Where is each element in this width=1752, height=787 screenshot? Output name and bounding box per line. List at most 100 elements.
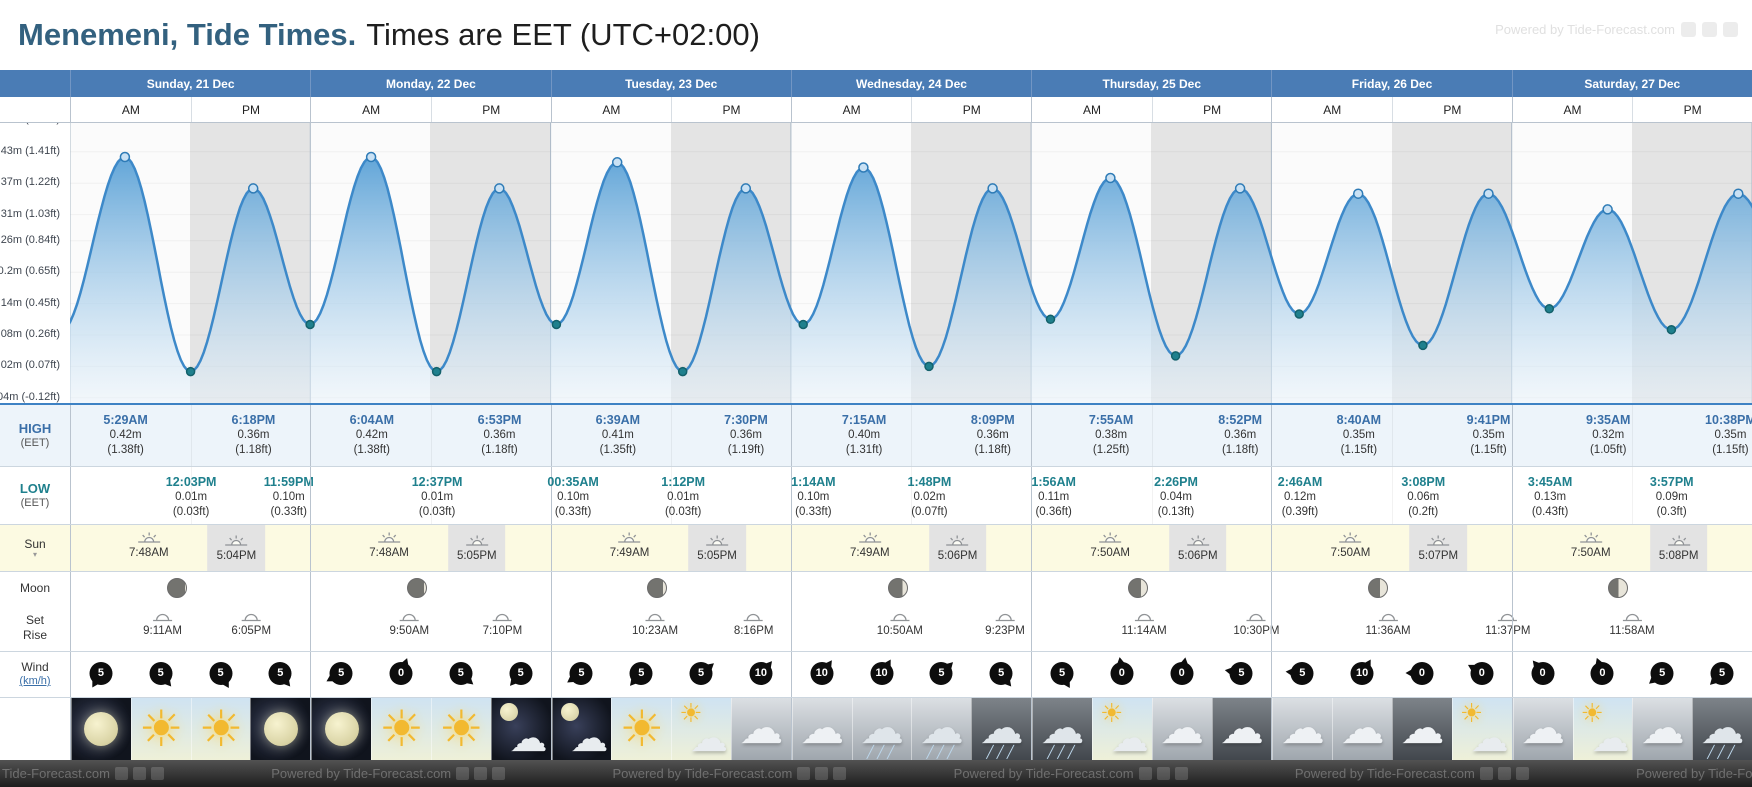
wind-icon: 5 xyxy=(87,660,114,687)
social-icon[interactable] xyxy=(456,767,470,780)
wind-icon: 5 xyxy=(328,660,355,687)
tide-height-m: 0.36m xyxy=(729,429,762,442)
moonset-item: 11:14AM xyxy=(1121,611,1167,637)
weather-tile-cloud: ☁ xyxy=(1211,698,1272,760)
low-tide-entry: 12:37PM 0.01m (0.03ft) xyxy=(387,474,487,520)
wind-speed: 5 xyxy=(569,662,593,685)
cloud-icon: ☁ xyxy=(690,718,728,760)
social-icon[interactable] xyxy=(150,767,164,780)
tide-height-m: 0.40m xyxy=(848,429,881,442)
moonset-icon xyxy=(153,611,173,622)
am-label: AM xyxy=(1082,102,1101,117)
low-tide-marker xyxy=(1045,314,1056,325)
tide-time: 11:59PM xyxy=(263,475,314,489)
social-icon[interactable] xyxy=(1723,22,1738,37)
row-label-moon: Moon xyxy=(0,572,70,605)
high-tide-entry: 7:15AM 0.40m (1.31ft) xyxy=(814,412,914,458)
pm-label: PM xyxy=(430,97,551,122)
tide-height-m: 0.42m xyxy=(109,429,142,442)
social-icon[interactable] xyxy=(797,767,811,780)
social-icon[interactable] xyxy=(1702,22,1717,37)
setrise-day-cell: 9:11AM 6:05PM xyxy=(70,605,310,651)
tide-curve-fill xyxy=(70,157,1752,403)
high-tide-entry: 6:18PM 0.36m (1.18ft) xyxy=(203,412,303,458)
social-icon[interactable] xyxy=(132,767,146,780)
powered-by-text: Powered by Tide-Forecast.com xyxy=(1495,22,1675,37)
high-tide-entry: 7:55AM 0.38m (1.25ft) xyxy=(1061,412,1161,458)
high-tide-entry: 6:04AM 0.42m (1.38ft) xyxy=(322,412,422,458)
moonset-time: 10:23AM xyxy=(632,625,679,637)
high-tide-marker xyxy=(494,183,505,194)
tide-time: 9:35AM xyxy=(1585,413,1631,427)
moonrise-time: 11:37PM xyxy=(1485,625,1531,637)
wind-label: Wind xyxy=(21,660,49,675)
low-tide-marker xyxy=(1544,304,1555,314)
pm-label: PM xyxy=(1632,97,1752,122)
sunset-item: 5:08PM xyxy=(1649,525,1708,571)
low-tide-marker xyxy=(1170,351,1181,361)
sunset-time: 5:06PM xyxy=(937,550,978,562)
high-tide-marker xyxy=(1483,188,1494,199)
social-icon[interactable] xyxy=(1138,767,1152,780)
tide-time: 3:45AM xyxy=(1527,475,1573,489)
wind-icon: 0 xyxy=(1529,660,1556,687)
tide-height-ft: (1.35ft) xyxy=(599,444,637,457)
wind-speed: 5 xyxy=(1710,662,1734,685)
tide-height-ft: (0.03ft) xyxy=(418,506,456,519)
day-header-cell: Wednesday, 24 Dec xyxy=(790,70,1031,97)
social-icon[interactable] xyxy=(1156,767,1170,780)
weather-tile-sun-cloud: ☀ ☁ xyxy=(1451,698,1512,760)
cloud-icon: ☁ xyxy=(1640,704,1685,753)
weather-corner-cell xyxy=(0,698,70,760)
low-tide-entry: 2:26PM 0.04m (0.13ft) xyxy=(1126,474,1226,520)
moon-phase-icon xyxy=(887,578,908,598)
rain-cloud-icon: ☁ xyxy=(860,704,905,753)
wind-speed: 0 xyxy=(1590,662,1614,685)
high-tide-marker xyxy=(1602,204,1613,215)
ampm-cell: AM PM xyxy=(1511,97,1752,122)
low-timezone-label: (EET) xyxy=(20,496,50,509)
rain-drops-icon: ╱╱╱ xyxy=(1047,745,1078,759)
tide-height-ft: (0.36ft) xyxy=(1035,506,1072,519)
weather-tile-cloud: ☁ xyxy=(731,698,791,760)
social-icon[interactable] xyxy=(1497,767,1511,780)
tide-height-ft: (0.13ft) xyxy=(1157,506,1195,519)
wind-speed: 0 xyxy=(1110,662,1134,685)
low-tide-entry: 2:46AM 0.12m (0.39ft) xyxy=(1250,474,1350,520)
social-icon[interactable] xyxy=(815,767,829,780)
tide-height-ft: (1.05ft) xyxy=(1589,444,1627,457)
powered-by-text: Powered by Tide-Forecast.com xyxy=(0,766,110,781)
social-icon[interactable] xyxy=(492,767,506,780)
social-icon[interactable] xyxy=(114,767,128,780)
tide-height-m: 0.35m xyxy=(1342,429,1375,442)
cloud-icon: ☁ xyxy=(1470,718,1509,760)
row-label-sun: Sun ▾ xyxy=(0,525,70,571)
tide-height-m: 0.02m xyxy=(913,491,946,504)
sun-day-cell: 7:49AM 5:05PM xyxy=(550,525,791,571)
wind-unit-link[interactable]: (km/h) xyxy=(19,675,51,688)
high-tide-entry: 6:39AM 0.41m (1.35ft) xyxy=(568,412,668,458)
high-tide-marker xyxy=(987,183,998,194)
sun-icon: ☀ xyxy=(438,701,484,757)
sun-icon: ☀ xyxy=(619,701,665,757)
am-label: AM xyxy=(602,102,621,117)
social-icon[interactable] xyxy=(833,767,847,780)
chart-y-axis-label: 0.31m (1.03ft) xyxy=(0,207,60,220)
moon-label: Moon xyxy=(19,581,51,595)
social-icon[interactable] xyxy=(474,767,488,780)
cloud-icon: ☁ xyxy=(1591,718,1630,760)
low-label: LOW xyxy=(19,480,51,496)
social-icon[interactable] xyxy=(1479,767,1493,780)
tide-time: 9:41PM xyxy=(1466,413,1511,427)
moonrise-time: 9:23PM xyxy=(985,625,1025,637)
social-icon[interactable] xyxy=(1174,767,1188,780)
sunset-icon xyxy=(465,534,489,548)
tide-time: 2:26PM xyxy=(1154,475,1198,489)
social-icon[interactable] xyxy=(1681,22,1696,37)
social-icon[interactable] xyxy=(1515,767,1529,780)
moon-day-cell xyxy=(1511,572,1752,605)
tide-height-m: 0.10m xyxy=(557,491,590,504)
sunrise-icon xyxy=(1098,531,1122,545)
corner-cell xyxy=(0,70,70,97)
